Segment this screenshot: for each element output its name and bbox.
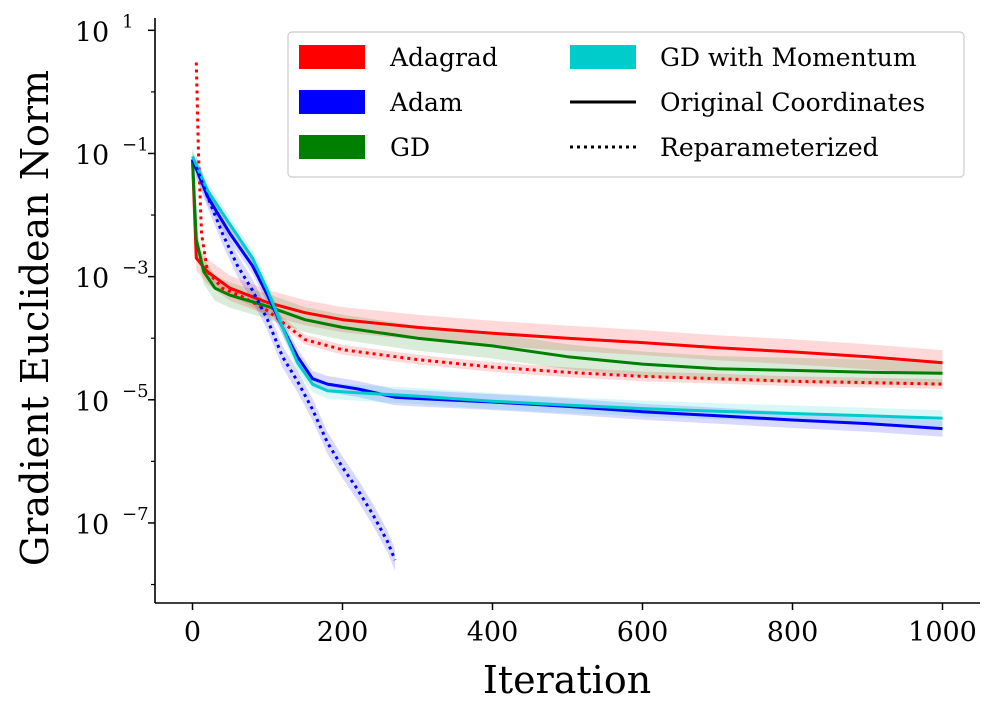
legend-label: GD — [390, 133, 430, 162]
y-tick-exponent: −1 — [122, 134, 149, 155]
x-tick-label: 0 — [184, 617, 201, 648]
legend-label: Reparameterized — [660, 133, 879, 162]
x-tick-label: 600 — [617, 617, 669, 648]
series-adagrad-solid — [191, 159, 943, 365]
y-tick-exponent: 1 — [122, 11, 133, 32]
y-tick-label: 10 — [75, 510, 109, 541]
y-tick-exponent: −5 — [122, 381, 149, 402]
x-tick-label: 1000 — [908, 617, 977, 648]
y-axis-label: Gradient Euclidean Norm — [13, 70, 57, 566]
y-tick-label: 10 — [75, 17, 109, 48]
y-tick-label: 10 — [75, 387, 109, 418]
y-tick-label: 10 — [75, 140, 109, 171]
y-tick-exponent: −7 — [122, 504, 149, 525]
series-adam-dotted — [194, 166, 397, 561]
legend-label: Adagrad — [389, 43, 498, 72]
x-tick-label: 800 — [767, 617, 819, 648]
band-gd-solid — [192, 146, 943, 386]
y-tick-exponent: −3 — [122, 258, 149, 279]
tick-labels: 0 200 400 600 800 1000 10 1 10 −1 10 −3 10 −5 10 −7 — [75, 11, 977, 648]
confidence-bands — [192, 57, 943, 571]
legend-swatch-gd-with-momentum — [570, 45, 636, 69]
legend-frame — [287, 31, 965, 178]
series-adam-solid — [191, 158, 943, 431]
series-gd-solid — [191, 159, 943, 375]
axes — [148, 18, 980, 610]
x-tick-label: 200 — [317, 617, 369, 648]
legend-label: GD with Momentum — [660, 43, 917, 72]
legend: Adagrad Adam GD GD with Momentum Original Co… — [287, 31, 965, 178]
legend-label: Adam — [389, 88, 463, 117]
legend-label: Original Coordinates — [660, 88, 925, 117]
x-tick-label: 400 — [467, 617, 519, 648]
legend-swatch-adagrad — [299, 45, 365, 69]
band-adam-dotted — [196, 156, 395, 571]
band-adagrad-solid — [192, 146, 943, 376]
series-gd-with-momentum-solid — [191, 155, 943, 420]
series-lines — [191, 62, 943, 561]
y-tick-label: 10 — [75, 264, 109, 295]
series-adagrad-dotted — [194, 62, 943, 386]
legend-swatch-adam — [299, 90, 365, 114]
x-axis-label: Iteration — [483, 658, 651, 702]
legend-swatch-gd — [299, 135, 365, 159]
